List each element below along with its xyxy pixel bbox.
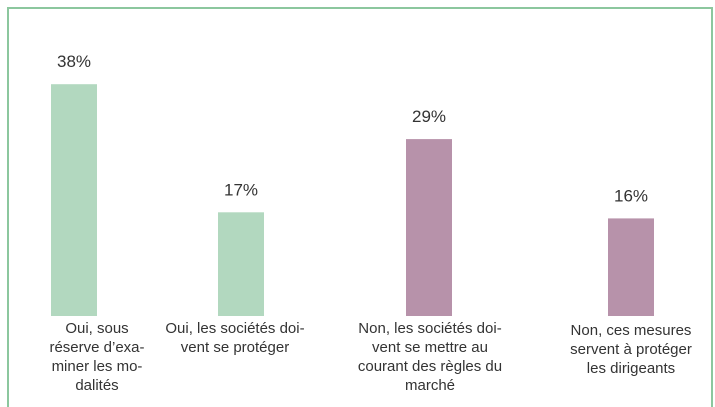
category-label: Non, ces mesures servent à protéger les di… [570,322,692,377]
category-label: Oui, les sociétés doi-vent se protéger [165,320,304,356]
bar [218,212,264,316]
value-label: 16% [614,186,648,205]
value-label: 17% [224,180,258,199]
value-label: 29% [412,107,446,126]
category-label: Non, les sociétés doi-vent se mettre au c… [358,320,502,394]
value-label: 38% [57,52,91,71]
category-label: Oui, sous réserve d’exa-miner les mo-dali… [49,320,144,394]
bar [608,218,654,316]
frame [7,7,713,407]
bar [51,84,97,316]
bar [406,139,452,316]
